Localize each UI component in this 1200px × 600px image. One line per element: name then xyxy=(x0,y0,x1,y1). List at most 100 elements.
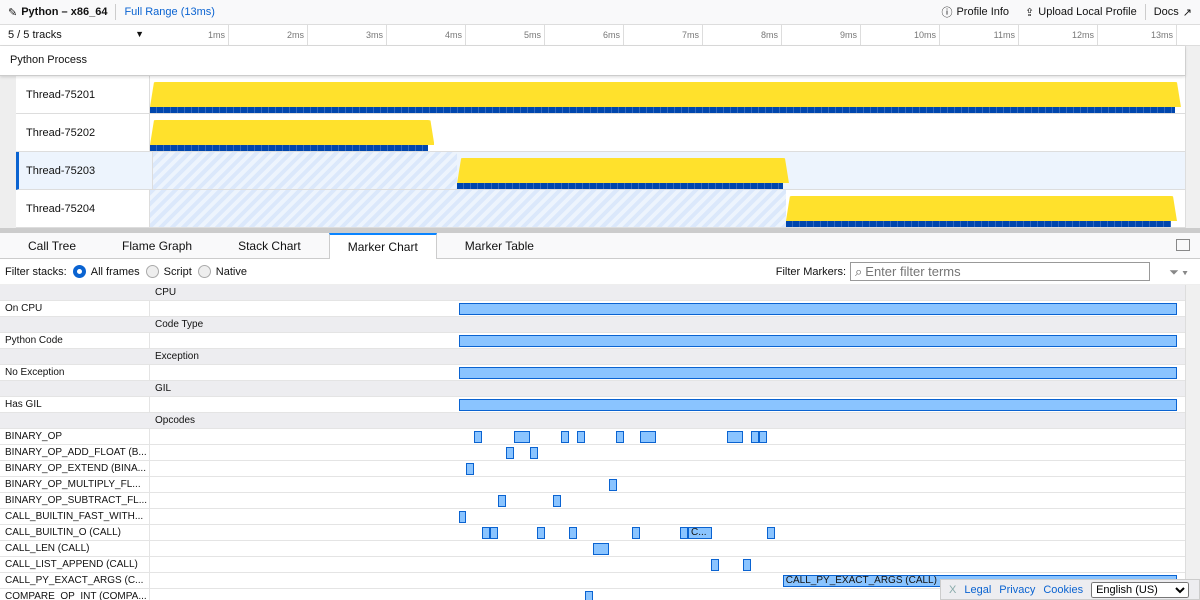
radio-label[interactable]: Script xyxy=(163,265,192,278)
radio-label[interactable]: Native xyxy=(215,265,247,278)
marker[interactable] xyxy=(466,463,474,475)
upload-button[interactable]: ⇪ Upload Local Profile xyxy=(1025,6,1137,19)
close-footer-button[interactable]: X xyxy=(949,583,957,596)
privacy-link[interactable]: Privacy xyxy=(999,583,1036,596)
thread-track[interactable]: Thread-75202 xyxy=(16,114,1185,152)
marker-row-name: CALL_LEN (CALL) xyxy=(0,541,150,557)
thread-track[interactable]: Thread-75201 xyxy=(16,76,1185,114)
time-tick: 9ms xyxy=(782,25,861,45)
profile-info-button[interactable]: ⓘ Profile Info xyxy=(941,6,1010,19)
inactive-hatch xyxy=(150,190,786,227)
tab-marker-chart[interactable]: Marker Chart xyxy=(328,233,437,259)
marker[interactable] xyxy=(458,303,1177,315)
marker[interactable] xyxy=(568,527,578,539)
marker-filter-input[interactable] xyxy=(865,264,1136,279)
upload-icon: ⇪ xyxy=(1025,6,1035,19)
marker-row-name: COMPARE_OP_INT (COMPA... xyxy=(0,589,150,600)
marker-row: CALL_LEN (CALL) xyxy=(0,541,1185,557)
marker[interactable]: C... xyxy=(687,527,712,539)
marker[interactable] xyxy=(710,559,719,571)
marker[interactable] xyxy=(631,527,640,539)
marker[interactable] xyxy=(751,431,760,443)
marker[interactable] xyxy=(529,447,538,459)
marker-category-label: Exception xyxy=(155,351,199,362)
marker[interactable] xyxy=(458,399,1177,411)
marker[interactable] xyxy=(608,479,617,491)
process-track-python[interactable]: Python Process xyxy=(0,46,1185,76)
marker[interactable] xyxy=(680,527,688,539)
marker[interactable] xyxy=(481,527,490,539)
radio-native[interactable] xyxy=(197,265,211,278)
marker[interactable] xyxy=(506,447,515,459)
sample-bar xyxy=(150,107,1175,113)
tab-flame-graph[interactable]: Flame Graph xyxy=(122,239,193,253)
thread-track-label[interactable]: Thread-75202 xyxy=(16,114,150,151)
docs-link[interactable]: Docs ↗ xyxy=(1153,6,1192,19)
timeline-scrollbar[interactable] xyxy=(1185,46,1200,228)
thread-activity-graph[interactable] xyxy=(150,114,1185,151)
marker-category-label: CPU xyxy=(155,287,177,298)
pencil-icon: ✎ xyxy=(8,6,18,19)
marker[interactable] xyxy=(458,367,1177,379)
sidebar-toggle-icon[interactable] xyxy=(1176,239,1190,251)
marker[interactable] xyxy=(616,431,624,443)
tab-marker-table[interactable]: Marker Table xyxy=(464,239,534,253)
language-select[interactable]: English (US) xyxy=(1091,581,1190,598)
panel-splitter[interactable] xyxy=(0,228,1200,233)
cpu-graph xyxy=(786,196,1177,221)
marker[interactable] xyxy=(537,527,545,539)
marker[interactable] xyxy=(726,431,744,443)
marker[interactable] xyxy=(759,431,767,443)
legal-link[interactable]: Legal xyxy=(964,583,992,596)
marker[interactable] xyxy=(585,591,594,600)
thread-track-label[interactable]: Thread-75203 xyxy=(19,152,153,189)
thread-track[interactable]: Thread-75204 xyxy=(16,190,1185,228)
marker[interactable] xyxy=(766,527,775,539)
track-count-button[interactable]: 5 / 5 tracks ▼ xyxy=(8,29,144,41)
marker-chart-scrollbar[interactable] xyxy=(1185,285,1200,600)
thread-track-label[interactable]: Thread-75201 xyxy=(16,76,150,113)
marker-chart[interactable]: CPU On CPU Code Type Python Code Exception No… xyxy=(0,285,1185,600)
marker[interactable] xyxy=(593,543,609,555)
filter-funnel-icon[interactable]: ⏷ ▾ xyxy=(1169,265,1188,279)
time-tick: 7ms xyxy=(624,25,703,45)
radio-label[interactable]: All frames xyxy=(90,265,140,278)
marker[interactable] xyxy=(552,495,561,507)
marker-row-name: BINARY_OP xyxy=(0,429,150,445)
marker[interactable] xyxy=(458,511,466,523)
marker[interactable] xyxy=(514,431,530,443)
timeline-ruler[interactable]: 5 / 5 tracks ▼ 1ms 2ms 3ms 4ms 5ms 6ms 7ms 8ms 9m… xyxy=(0,25,1200,46)
marker[interactable] xyxy=(743,559,752,571)
time-tick: 1ms xyxy=(150,25,229,45)
marker[interactable] xyxy=(639,431,657,443)
marker[interactable] xyxy=(577,431,586,443)
thread-activity-graph[interactable] xyxy=(150,190,1185,227)
marker-row-name: CALL_PY_EXACT_ARGS (C... xyxy=(0,573,150,589)
radio-script[interactable] xyxy=(145,265,159,278)
profile-name-button[interactable]: ✎ Python – x86_64 xyxy=(8,6,108,19)
tab-stack-chart[interactable]: Stack Chart xyxy=(238,239,301,253)
breadcrumb-full-range[interactable]: Full Range (13ms) xyxy=(124,6,215,18)
marker-filter-input-box[interactable]: ⌕ xyxy=(850,262,1150,281)
marker[interactable] xyxy=(498,495,507,507)
cookies-link[interactable]: Cookies xyxy=(1043,583,1084,596)
marker[interactable] xyxy=(489,527,499,539)
marker-row: BINARY_OP_MULTIPLY_FL... xyxy=(0,477,1185,493)
marker-category-row: GIL xyxy=(0,381,1185,397)
tab-call-tree[interactable]: Call Tree xyxy=(28,239,77,253)
thread-track[interactable]: Thread-75203 xyxy=(16,152,1185,190)
marker[interactable] xyxy=(560,431,569,443)
thread-activity-graph[interactable] xyxy=(153,152,1185,189)
thread-track-label[interactable]: Thread-75204 xyxy=(16,190,150,227)
track-gutter xyxy=(0,76,16,228)
triangle-down-icon: ▼ xyxy=(135,29,144,39)
sample-bar xyxy=(457,183,783,189)
marker[interactable] xyxy=(473,431,482,443)
thread-activity-graph[interactable] xyxy=(150,76,1185,113)
search-icon: ⌕ xyxy=(855,263,863,279)
marker-row-name: BINARY_OP_EXTEND (BINA... xyxy=(0,461,150,477)
marker-row-name: CALL_LIST_APPEND (CALL) xyxy=(0,557,150,573)
radio-all-frames[interactable] xyxy=(72,265,86,278)
marker[interactable] xyxy=(458,335,1177,347)
footer-banner: X Legal Privacy Cookies English (US) xyxy=(940,579,1200,600)
